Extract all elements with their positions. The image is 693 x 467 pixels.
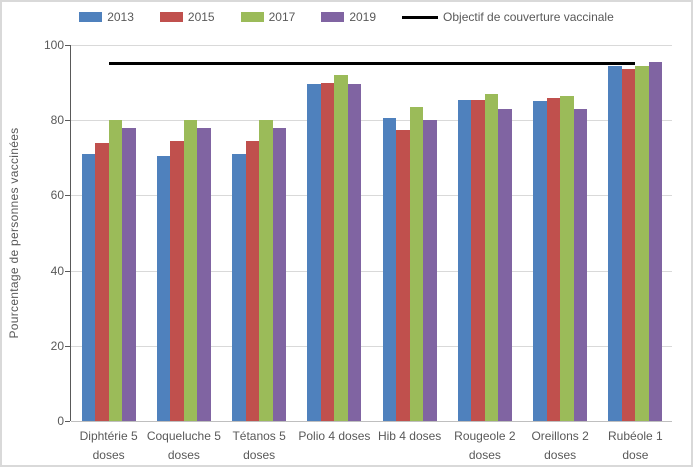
y-tick-label: 20 [50,338,64,353]
bar-2015-4 [320,82,335,421]
gridline [71,270,672,272]
bar-2017-3 [259,120,273,421]
bar-2017-7 [560,95,574,421]
legend-swatch-icon [159,12,183,22]
bar-2013-3 [232,154,246,421]
y-tick-label: 40 [50,263,64,278]
bar-2015-2 [170,140,184,421]
y-tick-mark [65,45,70,46]
legend-line-swatch-icon [402,15,439,19]
bar-2013-1 [81,154,96,421]
x-category-label: Polio 4 doses [298,429,371,443]
y-tick-mark [65,195,70,197]
y-tick-label: 100 [43,38,64,52]
bar-2013-4 [307,84,321,421]
y-tick-label: 60 [50,188,64,203]
gridline [71,195,672,197]
legend-swatch-icon [240,12,264,22]
bar-2013-5 [382,118,397,421]
legend-label: 2013 [107,10,134,24]
bar-2015-3 [245,140,260,421]
bar-2015-6 [471,99,485,421]
legend-swatch-icon [79,12,103,22]
y-tick-label: 80 [50,113,64,128]
bar-2013-8 [608,65,622,421]
bar-2015-7 [546,97,561,421]
bar-2013-2 [156,155,171,421]
bar-2019-8 [648,61,663,421]
x-axis-line [71,421,672,422]
y-tick-mark [65,120,70,122]
bar-2019-1 [122,127,136,421]
y-tick-mark [65,270,70,272]
legend-item-2013: 2013 [79,10,134,24]
gridline [71,120,672,122]
y-tick-mark [65,345,70,347]
x-category-label: Rougeole 2 doses [454,429,516,462]
bar-2019-4 [347,84,362,421]
legend-label: 2015 [187,10,215,24]
chart-legend: 2013 2015 2017 2019 Objectif de couverture v… [2,10,691,24]
bar-2019-7 [573,108,588,421]
bar-2013-7 [533,101,547,421]
objective-line [108,62,636,66]
gridline [71,345,672,347]
x-category-label: Oreillons 2 doses [531,429,589,462]
y-tick-mark [65,421,70,422]
bar-2015-1 [95,142,109,421]
bar-2015-5 [396,129,410,421]
x-category-label: Coqueluche 5 doses [146,429,221,462]
bar-2019-6 [498,108,512,421]
bar-2017-8 [635,65,649,421]
bar-2019-2 [197,127,211,421]
bar-2019-5 [423,120,437,421]
y-axis-title: Pourcentage de personnes vaccinées [7,127,21,339]
legend-label: 2019 [349,10,377,24]
legend-item-objective: Objectif de couverture vaccinale [402,10,614,24]
plot-area: 0 20 40 60 80 100 Diphtérie 5 doses Coqueluche … [44,38,672,462]
y-tick-label: 0 [57,414,64,428]
legend-item-2019: 2019 [321,10,376,24]
legend-label: 2017 [268,10,296,24]
x-category-label: Tétanos 5 doses [232,429,286,462]
legend-item-2017: 2017 [240,10,296,24]
bar-2017-5 [409,107,424,421]
x-category-label: Hib 4 doses [377,429,442,443]
bar-2015-8 [621,69,636,421]
bar-2013-6 [457,99,472,421]
bar-2019-3 [272,127,287,421]
x-category-label: Diphtérie 5 doses [79,429,138,462]
legend-swatch-icon [321,12,345,22]
gridline [71,45,672,46]
x-category-label: Rubéole 1 dose [608,429,663,462]
bar-2017-6 [484,93,499,421]
bar-2017-1 [108,120,123,421]
legend-label-objective: Objectif de couverture vaccinale [443,10,614,24]
bar-2017-2 [183,120,198,421]
bar-2017-4 [334,75,348,421]
legend-item-2015: 2015 [159,10,215,24]
